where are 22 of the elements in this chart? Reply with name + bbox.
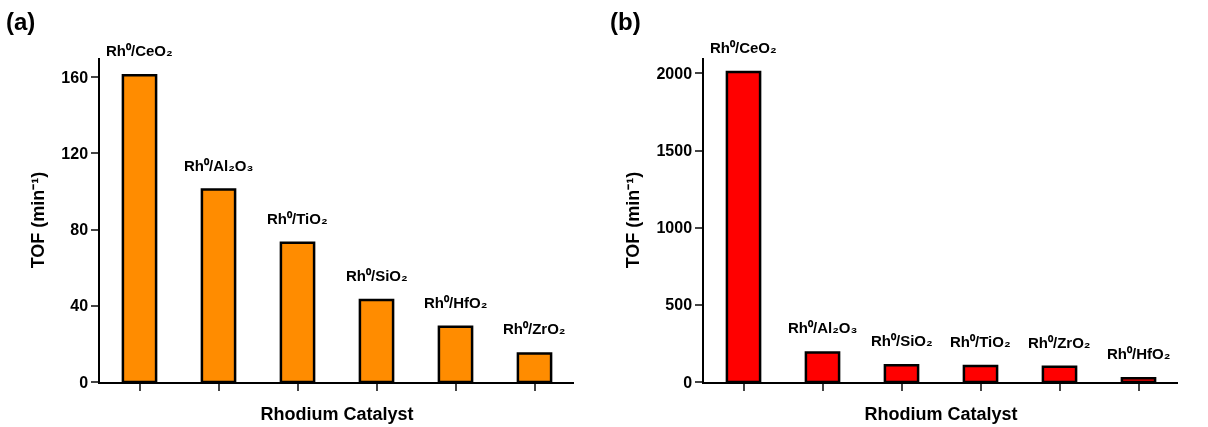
category-label: Rh⁰/TiO₂	[950, 333, 1011, 350]
x-axis-title: Rhodium Catalyst	[864, 404, 1018, 425]
y-tick-label: 1000	[656, 219, 693, 237]
y-tick-label: 500	[665, 296, 693, 314]
chart-title: (b)	[610, 7, 641, 35]
x-axis-title: Rhodium Catalyst	[260, 404, 414, 425]
category-label: Rh⁰/HfO₂	[1107, 345, 1171, 362]
y-tick-label: 80	[70, 221, 89, 239]
y-tick-label: 1500	[656, 142, 693, 160]
y-tick-label: 40	[70, 297, 89, 315]
y-tick-label: 0	[683, 373, 693, 391]
y-tick-label: 2000	[656, 65, 693, 83]
category-label: Rh⁰/Al₂O₃	[788, 319, 858, 336]
category-label: Rh⁰/CeO₂	[710, 39, 777, 56]
y-tick-label: 160	[61, 68, 89, 86]
y-axis-title: TOF (min⁻¹)	[623, 171, 644, 269]
y-tick-label: 120	[61, 144, 89, 162]
category-label: Rh⁰/ZrO₂	[1028, 334, 1091, 351]
chart-title: (a)	[6, 7, 36, 35]
y-tick-label: 0	[79, 373, 89, 391]
y-axis-title: TOF (min⁻¹)	[28, 171, 49, 269]
category-label: Rh⁰/SiO₂	[871, 332, 933, 349]
